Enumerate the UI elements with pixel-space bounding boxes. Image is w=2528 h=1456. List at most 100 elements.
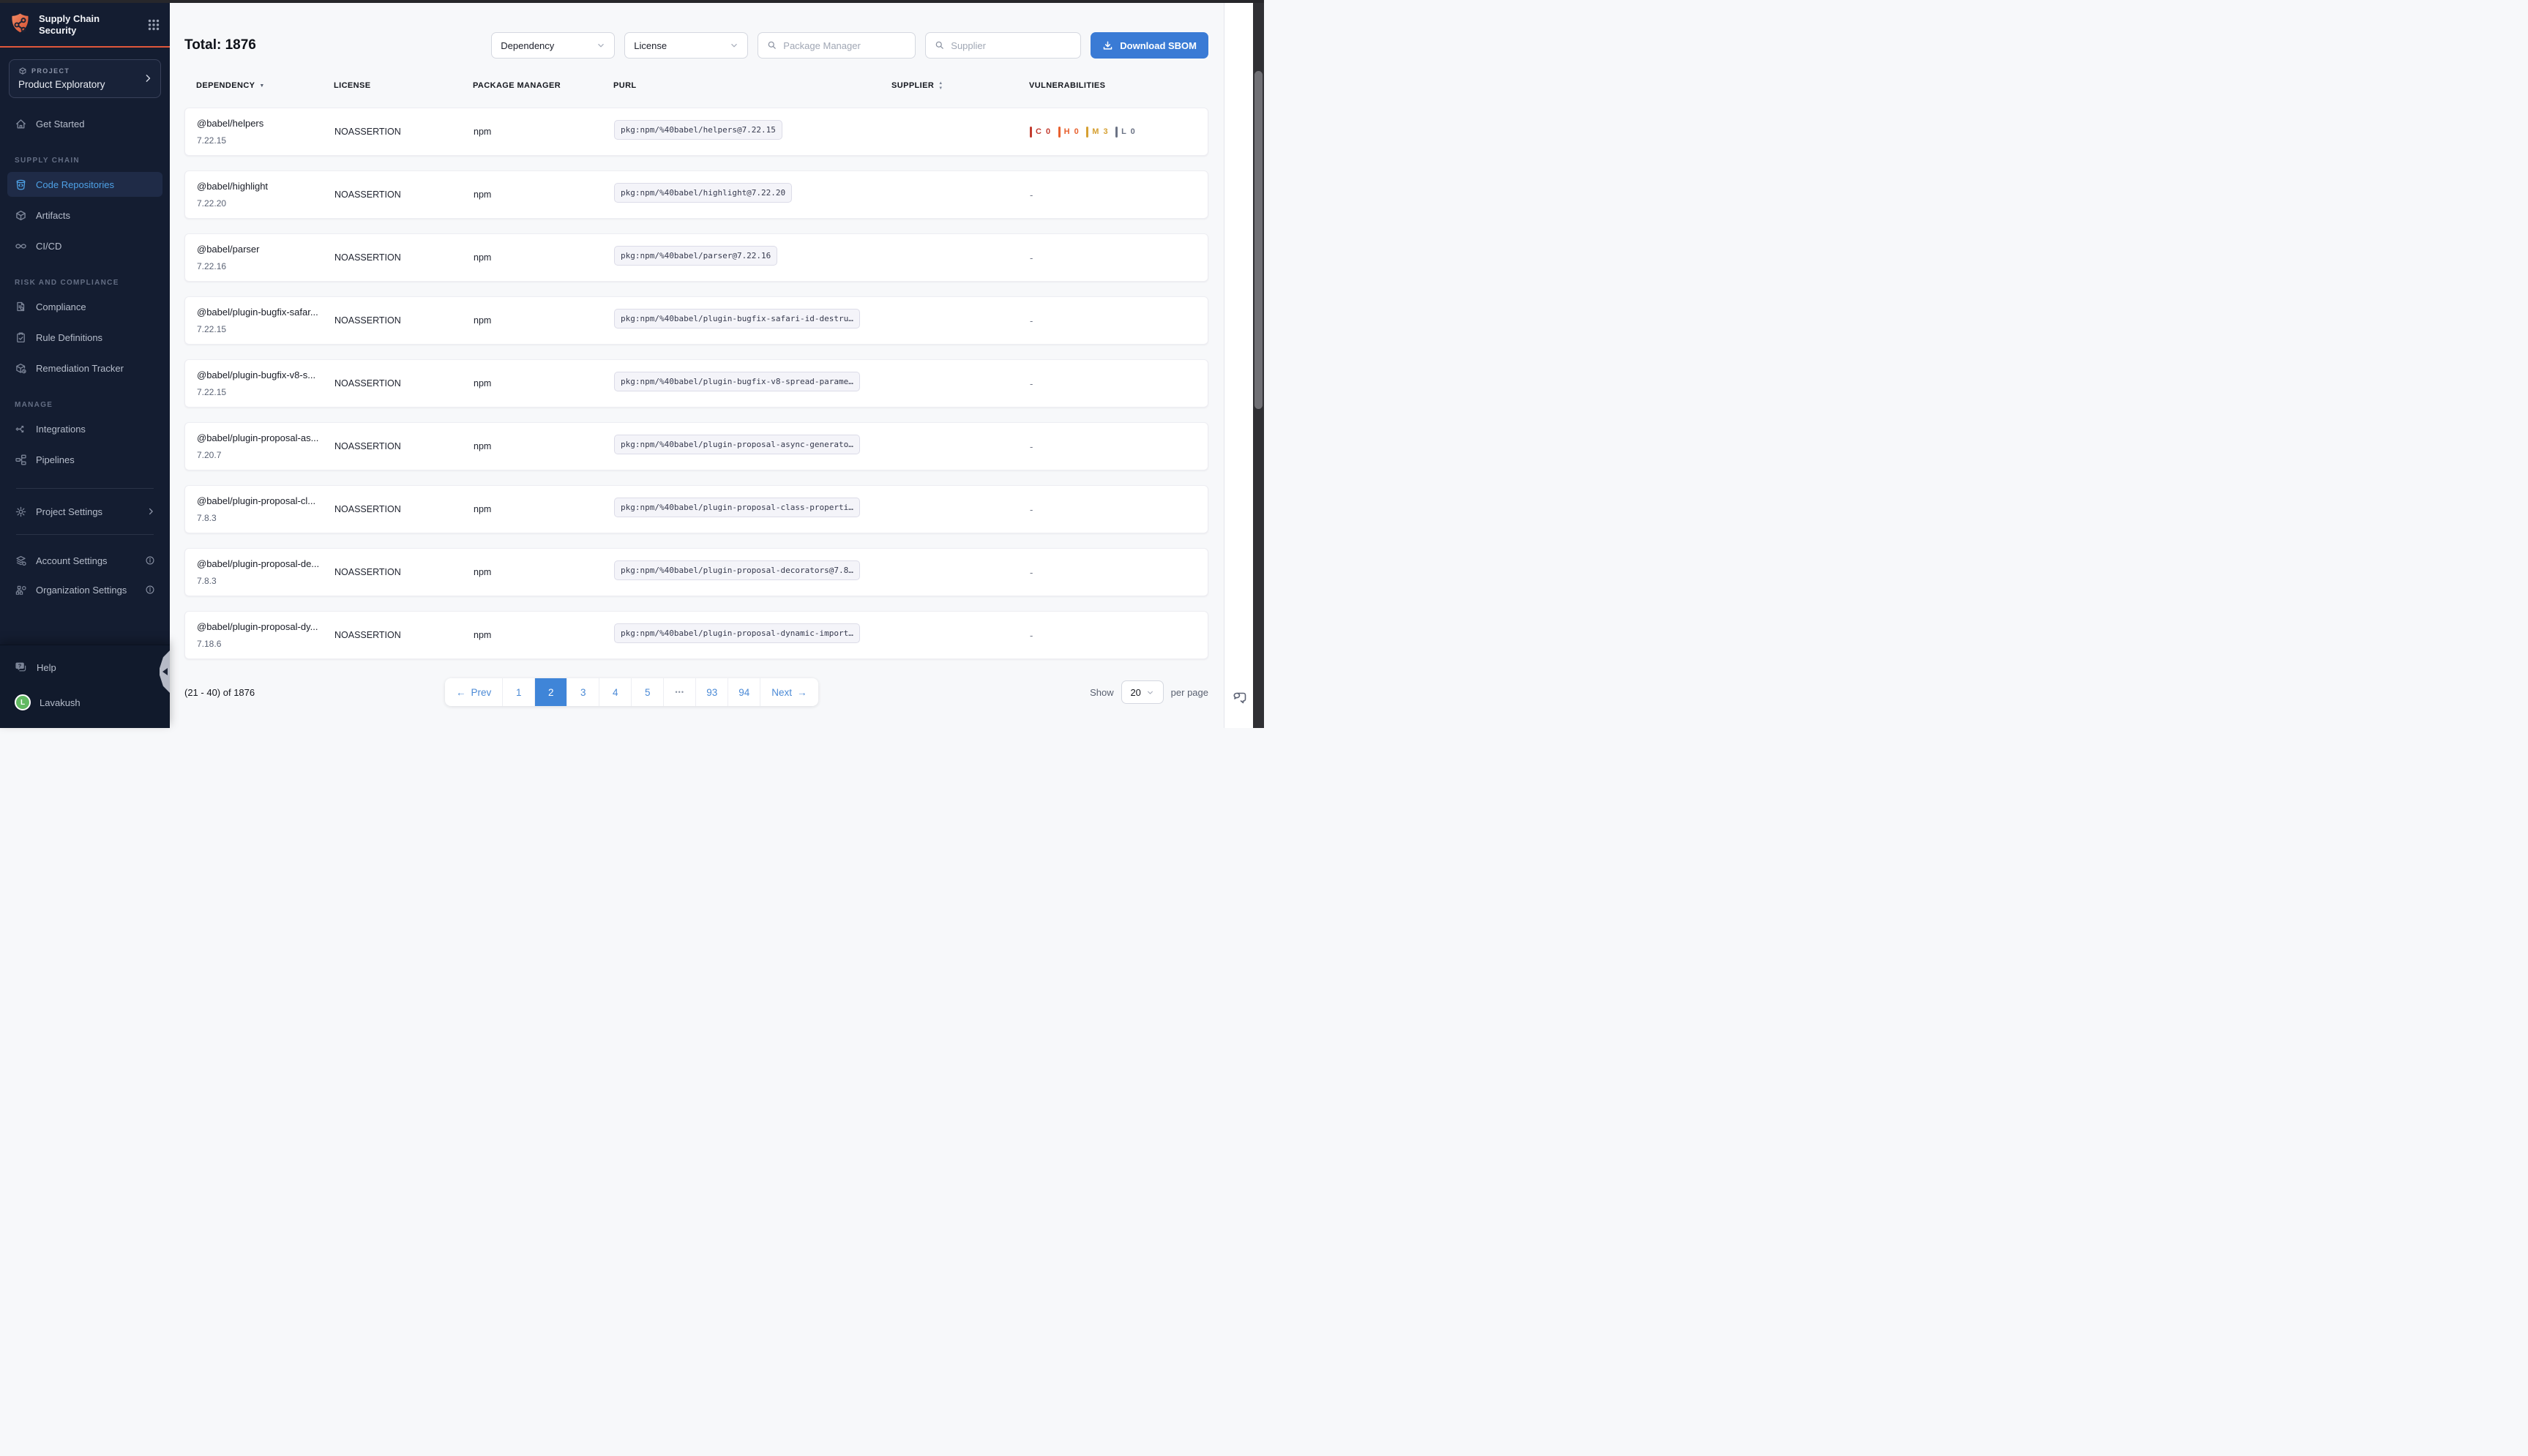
pagination-page-3[interactable]: 3 (566, 678, 599, 706)
chat-support-icon[interactable] (1230, 688, 1249, 708)
sidebar-item-label: Account Settings (36, 555, 108, 566)
sidebar-item-cicd[interactable]: CI/CD (7, 233, 162, 258)
dependency-version: 7.18.6 (197, 639, 222, 649)
chevron-down-icon (1146, 688, 1154, 697)
vulnerabilities-cell: C 0 H 0 M 3 L 0 (1030, 126, 1208, 138)
table-body: @babel/helpers 7.22.15 NOASSERTION npm p… (184, 108, 1208, 659)
purl-cell: pkg:npm/%40babel/plugin-proposal-class-p… (614, 498, 892, 521)
chevron-down-icon (730, 41, 738, 50)
supplier-search[interactable] (925, 32, 1082, 59)
license-value: NOASSERTION (334, 504, 401, 514)
sidebar-item-label: Code Repositories (36, 179, 114, 190)
pipelines-icon (15, 454, 27, 466)
pagination-prev[interactable]: ← Prev (456, 686, 492, 698)
pagination-page-1[interactable]: 1 (502, 678, 534, 706)
table-row: @babel/plugin-proposal-de... 7.8.3 NOASS… (184, 548, 1208, 596)
dependency-filter-select[interactable]: Dependency (491, 32, 616, 59)
sidebar-divider (16, 488, 154, 489)
page-scrollbar[interactable] (1253, 3, 1264, 728)
column-header-package-manager: PACKAGE MANAGER (473, 81, 561, 90)
sidebar-item-label: Compliance (36, 301, 86, 312)
package-manager-value: npm (474, 252, 492, 263)
sidebar-collapse-handle[interactable] (160, 650, 170, 693)
sidebar-item-artifacts[interactable]: Artifacts (7, 203, 162, 228)
table-row: @babel/helpers 7.22.15 NOASSERTION npm p… (184, 108, 1208, 156)
pagination-page-93[interactable]: 93 (695, 678, 728, 706)
page-size-group: Show 20 per page (1090, 680, 1208, 704)
purl-cell: pkg:npm/%40babel/plugin-proposal-dynamic… (614, 623, 892, 647)
section-label-risk-and-compliance: RISK AND COMPLIANCE (15, 279, 119, 287)
section-label-supply-chain: SUPPLY CHAIN (15, 157, 80, 165)
dependency-version: 7.22.20 (197, 198, 227, 209)
license-value: NOASSERTION (334, 378, 401, 389)
pagination-ellipsis[interactable]: ••• (663, 678, 695, 706)
pagination-page-4[interactable]: 4 (599, 678, 631, 706)
severity-bar (1115, 126, 1118, 138)
user-menu[interactable]: L Lavakush (7, 690, 162, 715)
page-size-select[interactable]: 20 (1121, 680, 1164, 704)
package-manager-value: npm (474, 315, 492, 326)
table-row: @babel/highlight 7.22.20 NOASSERTION npm… (184, 170, 1208, 219)
pagination-page-5[interactable]: 5 (631, 678, 663, 706)
supplier-input[interactable] (951, 40, 1072, 51)
license-filter-select[interactable]: License (624, 32, 749, 59)
pagination-footer: (21 - 40) of 1876 ← Prev 1 2 3 4 5 ••• 93 94 Ne… (184, 678, 1208, 706)
arrow-right-icon: → (797, 686, 807, 698)
svg-text:?: ? (18, 663, 22, 669)
dependency-name: @babel/parser (197, 244, 260, 255)
column-header-license: LICENSE (334, 81, 371, 90)
column-header-supplier[interactable]: SUPPLIER ▲ ▼ (891, 80, 943, 91)
sidebar-item-label: Get Started (36, 118, 85, 130)
chevron-right-icon (146, 507, 155, 516)
vulnerabilities-cell: - (1030, 252, 1033, 263)
info-icon[interactable] (145, 585, 155, 595)
download-sbom-button[interactable]: Download SBOM (1091, 32, 1208, 59)
sidebar-item-code-repositories[interactable]: Code Repositories (7, 172, 162, 197)
dependency-cell: @babel/plugin-proposal-dy... 7.18.6 (197, 621, 334, 649)
sidebar-header: Supply Chain Security (0, 3, 170, 48)
sidebar-item-organization-settings[interactable]: Organization Settings (7, 577, 162, 602)
sidebar-item-help[interactable]: ? Help (7, 655, 162, 680)
dependency-cell: @babel/plugin-proposal-de... 7.8.3 (197, 558, 334, 586)
sidebar-item-project-settings[interactable]: Project Settings (7, 499, 162, 524)
dependency-name: @babel/plugin-bugfix-v8-s... (197, 369, 316, 380)
column-header-purl: PURL (613, 81, 637, 90)
sidebar-item-get-started[interactable]: Get Started (7, 111, 162, 136)
sidebar-item-compliance[interactable]: Compliance (7, 294, 162, 319)
info-icon[interactable] (145, 555, 155, 566)
project-cube-icon (18, 67, 27, 75)
purl-chip: pkg:npm/%40babel/parser@7.22.16 (614, 246, 778, 266)
clipboard-check-icon (15, 331, 27, 344)
show-label: Show (1090, 686, 1114, 698)
dependency-cell: @babel/plugin-proposal-cl... 7.8.3 (197, 495, 334, 523)
pagination-page-2[interactable]: 2 (534, 678, 567, 706)
project-selector[interactable]: PROJECT Product Exploratory (9, 59, 161, 98)
sidebar-item-pipelines[interactable]: Pipelines (7, 447, 162, 472)
sidebar-item-remediation-tracker[interactable]: Remediation Tracker (7, 356, 162, 380)
severity-badge-L: L 0 (1115, 126, 1136, 138)
app-title: Supply Chain Security (39, 12, 100, 36)
package-manager-input[interactable] (783, 40, 907, 51)
dependency-version: 7.20.7 (197, 450, 222, 460)
sidebar-item-integrations[interactable]: Integrations (7, 416, 162, 441)
help-chat-icon: ? (15, 661, 28, 674)
dependency-name: @babel/plugin-proposal-cl... (197, 495, 316, 506)
org-chart-gear-icon (15, 584, 27, 596)
purl-cell: pkg:npm/%40babel/plugin-bugfix-safari-id… (614, 309, 892, 332)
column-header-dependency[interactable]: DEPENDENCY ▼ (196, 81, 265, 90)
page-size-value: 20 (1130, 686, 1141, 698)
sidebar-item-rule-definitions[interactable]: Rule Definitions (7, 325, 162, 350)
pagination-page-94[interactable]: 94 (728, 678, 760, 706)
license-value: NOASSERTION (334, 630, 401, 640)
avatar: L (15, 694, 31, 710)
table-row: @babel/plugin-proposal-as... 7.20.7 NOAS… (184, 422, 1208, 470)
package-manager-search[interactable] (758, 32, 916, 59)
pagination-next[interactable]: Next → (760, 678, 818, 706)
app-grid-icon[interactable] (148, 19, 160, 31)
scrollbar-thumb[interactable] (1254, 71, 1263, 409)
vulnerabilities-cell: - (1030, 189, 1033, 200)
dependency-version: 7.22.15 (197, 387, 227, 397)
table-row: @babel/parser 7.22.16 NOASSERTION npm pk… (184, 233, 1208, 282)
sidebar-item-account-settings[interactable]: Account Settings (7, 548, 162, 573)
sidebar-item-label: Integrations (36, 423, 86, 435)
